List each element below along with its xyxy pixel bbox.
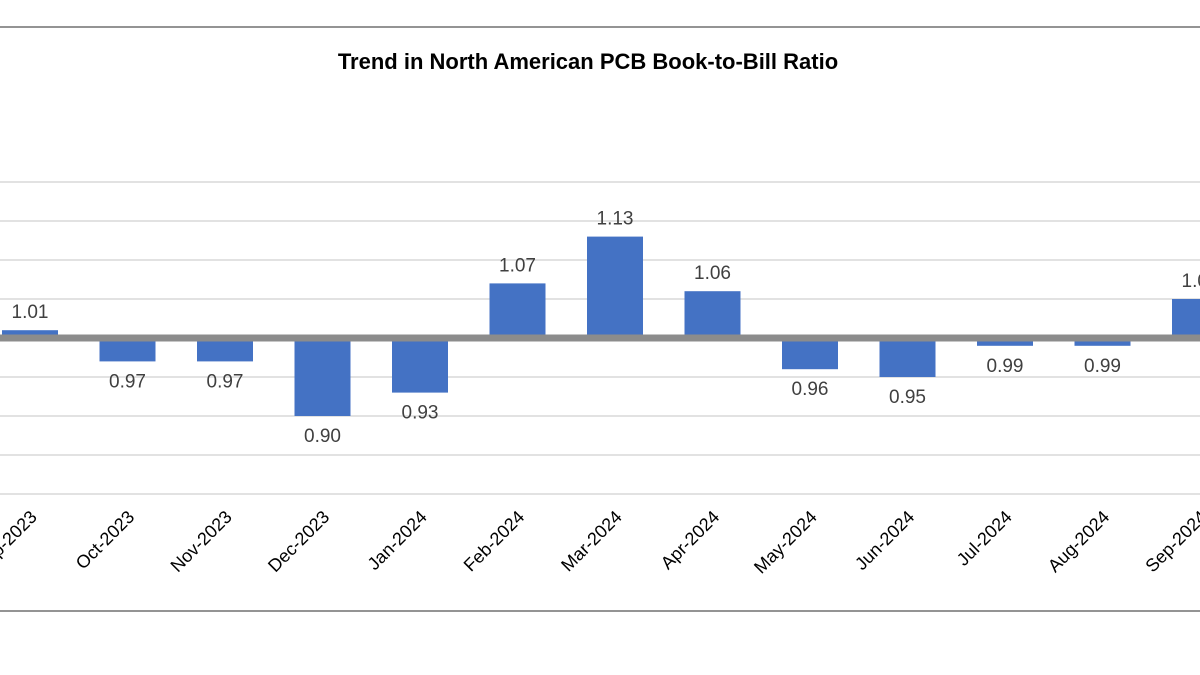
bar: [684, 291, 741, 338]
data-label: 0.96: [792, 379, 829, 400]
x-tick-label: May-2024: [750, 507, 821, 578]
x-tick-label: Jun-2024: [851, 507, 918, 574]
x-tick-label: Jul-2024: [953, 507, 1016, 570]
chart-title: Trend in North American PCB Book-to-Bill…: [338, 49, 838, 74]
bar: [879, 338, 936, 377]
x-tick-label: Apr-2024: [657, 507, 724, 574]
x-tick-label: Sep-2023: [0, 507, 41, 576]
x-tick-label: Mar-2024: [557, 507, 626, 576]
data-label: 0.97: [109, 371, 146, 392]
data-label: 0.99: [1084, 356, 1121, 377]
data-label: 0.97: [207, 371, 244, 392]
data-label: 1.01: [12, 302, 49, 323]
x-tick-label: Feb-2024: [460, 507, 529, 576]
bar: [977, 338, 1033, 346]
data-label: 0.99: [987, 356, 1024, 377]
bar: [587, 236, 643, 338]
bar: [1074, 338, 1131, 346]
x-tick-label: Aug-2024: [1044, 507, 1113, 576]
data-label: 1.13: [597, 209, 634, 230]
data-label: 1.06: [694, 263, 731, 284]
bar: [294, 338, 351, 416]
x-tick-label: Oct-2023: [72, 507, 139, 574]
x-axis-tick-labels: Sep-2023 Oct-2023 Nov-2023 Dec-2023 Jan-2024…: [0, 507, 1200, 578]
data-label: 0.93: [402, 403, 439, 424]
data-labels: 1.01 0.97 0.97 0.90 0.93 1.07 1.13 1.06 0.96 0.95…: [12, 209, 1200, 447]
bar: [489, 283, 546, 338]
bars: [2, 236, 1200, 416]
bar: [99, 338, 156, 362]
bar: [197, 338, 253, 362]
bar: [1172, 299, 1200, 338]
bar: [2, 330, 58, 338]
bar: [782, 338, 838, 370]
x-tick-label: Nov-2023: [166, 507, 235, 576]
data-label: 1.05: [1182, 271, 1200, 292]
data-label: 0.95: [889, 387, 926, 408]
data-label: 1.07: [499, 255, 536, 276]
x-tick-label: Dec-2023: [264, 507, 333, 576]
x-tick-label: Jan-2024: [364, 507, 431, 574]
x-tick-label: Sep-2024: [1141, 507, 1200, 576]
bar: [392, 338, 448, 393]
data-label: 0.90: [304, 426, 341, 447]
